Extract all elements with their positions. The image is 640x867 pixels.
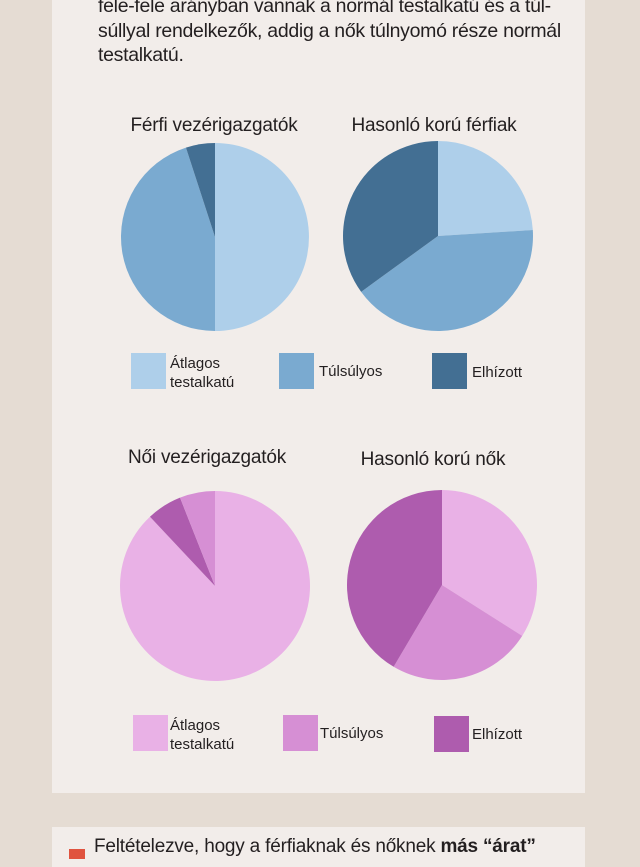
pie-slice-similar-age-men-0 xyxy=(438,141,533,236)
bullet-marker xyxy=(69,849,85,859)
legend-swatch-overweight xyxy=(283,715,318,751)
pie-slice-male-ceos-2 xyxy=(185,143,215,237)
intro-line: fele-fele arányban vannak a normál testa… xyxy=(98,0,551,17)
legend-label-overweight: Túlsúlyos xyxy=(320,725,384,742)
legend-swatch-obese xyxy=(432,353,467,389)
pie-slice-similar-age-women-2 xyxy=(346,490,442,667)
legend-swatch-average xyxy=(131,353,166,389)
intro-line: súllyal rendelkezők, addig a nők túlnyom… xyxy=(98,19,561,42)
intro-line: testalkatú. xyxy=(98,44,184,66)
pie-slice-female-ceos-2 xyxy=(180,491,215,586)
legend-swatch-obese xyxy=(434,716,469,752)
legend-swatch-average xyxy=(133,715,168,751)
legend-label-average: Átlagos testalkatú xyxy=(170,717,235,753)
legend-label-average: Átlagos testalkatú xyxy=(170,355,235,391)
pie-slice-similar-age-men-2 xyxy=(342,141,438,292)
legend-swatch-overweight xyxy=(279,353,314,389)
pie-slice-male-ceos-1 xyxy=(121,147,215,331)
chart-title-male-ceos: Férfi vezérigazgatók xyxy=(130,115,298,136)
pie-slice-male-ceos-0 xyxy=(215,143,309,331)
bottom-paragraph: Feltételezve, hogy a férfiaknak és nőkne… xyxy=(94,836,536,857)
legend-label-obese: Elhízott xyxy=(472,726,523,743)
chart-title-similar-age-men: Hasonló korú férfiak xyxy=(351,115,517,136)
pie-slice-similar-age-women-1 xyxy=(393,585,523,681)
chart-title-similar-age-women: Hasonló korú nők xyxy=(360,449,506,470)
legend-label-overweight: Túlsúlyos xyxy=(319,363,383,380)
pie-slice-female-ceos-1 xyxy=(149,497,215,586)
pie-slice-similar-age-women-0 xyxy=(442,490,538,636)
chart-title-female-ceos: Női vezérigazgatók xyxy=(128,447,286,468)
pie-slice-similar-age-men-1 xyxy=(361,230,534,332)
intro-paragraph: fele-fele arányban vannak a normál testa… xyxy=(98,0,578,68)
legend-label-obese: Elhízott xyxy=(472,364,523,381)
